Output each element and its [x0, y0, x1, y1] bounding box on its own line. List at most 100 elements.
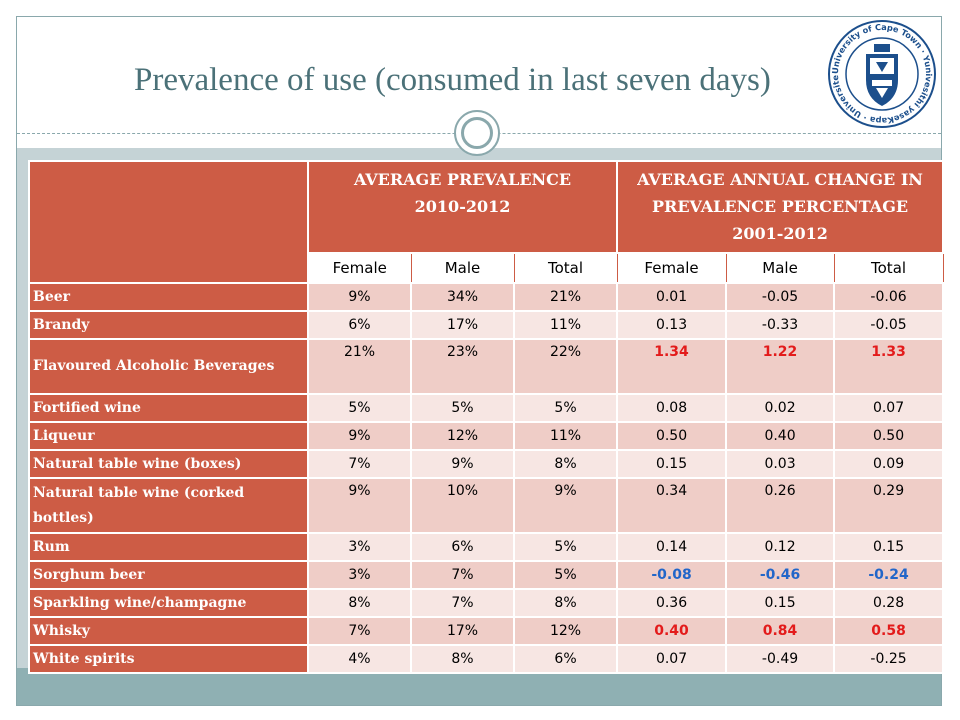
- table-row: Brandy 6% 17% 11% 0.13 -0.33 -0.05: [28, 310, 945, 340]
- prevalence-table: AVERAGE PREVALENCE 2010-2012 AVERAGE ANN…: [28, 160, 945, 674]
- table-cell: 0.36: [616, 588, 728, 618]
- table-cell: 1.33: [833, 338, 945, 395]
- sub-header: Total: [833, 252, 944, 284]
- table-cell: 1.34: [616, 338, 728, 395]
- table-cell: 21%: [512, 282, 619, 312]
- corner-cell: [28, 160, 309, 284]
- row-label: Natural table wine (corked bottles): [28, 477, 309, 534]
- table-cell: 8%: [307, 588, 412, 618]
- table-cell: 8%: [512, 588, 619, 618]
- table-cell: 9%: [307, 421, 412, 451]
- table-cell: 8%: [410, 644, 515, 674]
- table-cell: 21%: [307, 338, 412, 395]
- table-cell: 0.26: [725, 477, 836, 534]
- table-cell: 9%: [410, 449, 515, 479]
- table-cell: 0.15: [616, 449, 728, 479]
- table-cell: 23%: [410, 338, 515, 395]
- group-header-prevalence: AVERAGE PREVALENCE 2010-2012: [306, 160, 619, 254]
- table-cell: 12%: [512, 616, 619, 646]
- table-cell: 0.03: [725, 449, 836, 479]
- table-cell: 6%: [410, 532, 515, 562]
- table-cell: 0.01: [616, 282, 728, 312]
- table-cell: 0.12: [725, 532, 836, 562]
- table-cell: 5%: [410, 393, 515, 423]
- table-cell: 0.50: [833, 421, 945, 451]
- table-cell: -0.25: [833, 644, 945, 674]
- table-cell: 0.28: [833, 588, 945, 618]
- table-cell: 12%: [410, 421, 515, 451]
- table-row: Natural table wine (boxes) 7% 9% 8% 0.15 0.03…: [28, 449, 945, 479]
- table-cell: 3%: [307, 560, 412, 590]
- table-cell: 10%: [410, 477, 515, 534]
- table-cell: -0.05: [833, 310, 945, 340]
- row-label: White spirits: [28, 644, 309, 674]
- table-cell: 0.13: [616, 310, 728, 340]
- table-row: Sorghum beer 3% 7% 5% -0.08 -0.46 -0.24: [28, 560, 945, 590]
- table-cell: 5%: [512, 532, 619, 562]
- table-cell: 0.14: [616, 532, 728, 562]
- sub-header: Female: [616, 252, 727, 284]
- table-cell: 4%: [307, 644, 412, 674]
- table-cell: 0.29: [833, 477, 945, 534]
- table-cell: 22%: [512, 338, 619, 395]
- row-label: Liqueur: [28, 421, 309, 451]
- table-row: Rum 3% 6% 5% 0.14 0.12 0.15: [28, 532, 945, 562]
- footer-band: [17, 668, 941, 705]
- table-cell: 5%: [512, 560, 619, 590]
- table-row: White spirits 4% 8% 6% 0.07 -0.49 -0.25: [28, 644, 945, 674]
- group-header-annual-change: AVERAGE ANNUAL CHANGE IN PREVALENCE PERC…: [616, 160, 945, 254]
- table-cell: -0.49: [725, 644, 836, 674]
- table-cell: -0.05: [725, 282, 836, 312]
- table-cell: 9%: [307, 282, 412, 312]
- table-cell: 7%: [410, 588, 515, 618]
- row-label: Beer: [28, 282, 309, 312]
- table-cell: 0.58: [833, 616, 945, 646]
- row-label: Natural table wine (boxes): [28, 449, 309, 479]
- table-cell: 17%: [410, 616, 515, 646]
- sub-header: Male: [410, 252, 515, 284]
- table-cell: 0.15: [725, 588, 836, 618]
- table-cell: 7%: [307, 449, 412, 479]
- row-label: Rum: [28, 532, 309, 562]
- sub-header: Female: [307, 252, 412, 284]
- table-cell: 17%: [410, 310, 515, 340]
- table-cell: 6%: [307, 310, 412, 340]
- table-cell: -0.46: [725, 560, 836, 590]
- table-cell: -0.33: [725, 310, 836, 340]
- table-cell: 0.09: [833, 449, 945, 479]
- table-cell: 7%: [307, 616, 412, 646]
- table-cell: 0.07: [833, 393, 945, 423]
- table-row: Sparkling wine/champagne 8% 7% 8% 0.36 0.15 0.…: [28, 588, 945, 618]
- table-row: Natural table wine (corked bottles) 9% 10%…: [28, 477, 945, 534]
- table-cell: 9%: [307, 477, 412, 534]
- table-cell: 0.07: [616, 644, 728, 674]
- table-cell: 5%: [512, 393, 619, 423]
- table-cell: 11%: [512, 421, 619, 451]
- table-body: Beer 9% 34% 21% 0.01 -0.05 -0.06 Brandy 6% 17% 11%…: [28, 282, 945, 674]
- row-label: Sparkling wine/champagne: [28, 588, 309, 618]
- slide-title: Prevalence of use (consumed in last seve…: [134, 62, 771, 98]
- table-cell: 5%: [307, 393, 412, 423]
- sub-header: Male: [725, 252, 835, 284]
- table-row: Beer 9% 34% 21% 0.01 -0.05 -0.06: [28, 282, 945, 312]
- table-cell: 0.34: [616, 477, 728, 534]
- table-cell: 0.84: [725, 616, 836, 646]
- table-cell: 0.50: [616, 421, 728, 451]
- table-cell: -0.24: [833, 560, 945, 590]
- sub-header-row: Female Male Total Female Male Total: [29, 252, 944, 284]
- row-label: Flavoured Alcoholic Beverages: [28, 338, 309, 395]
- table-cell: 7%: [410, 560, 515, 590]
- shield-crest-icon: University of Cape Town · Yunivesithi ya…: [826, 18, 936, 128]
- table-cell: 34%: [410, 282, 515, 312]
- table-cell: -0.06: [833, 282, 945, 312]
- table-row: Fortified wine 5% 5% 5% 0.08 0.02 0.07: [28, 393, 945, 423]
- table-cell: 6%: [512, 644, 619, 674]
- row-label: Brandy: [28, 310, 309, 340]
- table-cell: 0.08: [616, 393, 728, 423]
- sub-header: Total: [513, 252, 618, 284]
- table-cell: 8%: [512, 449, 619, 479]
- table-cell: 1.22: [725, 338, 836, 395]
- ring-ornament-icon: [454, 110, 500, 156]
- row-label: Fortified wine: [28, 393, 309, 423]
- row-label: Sorghum beer: [28, 560, 309, 590]
